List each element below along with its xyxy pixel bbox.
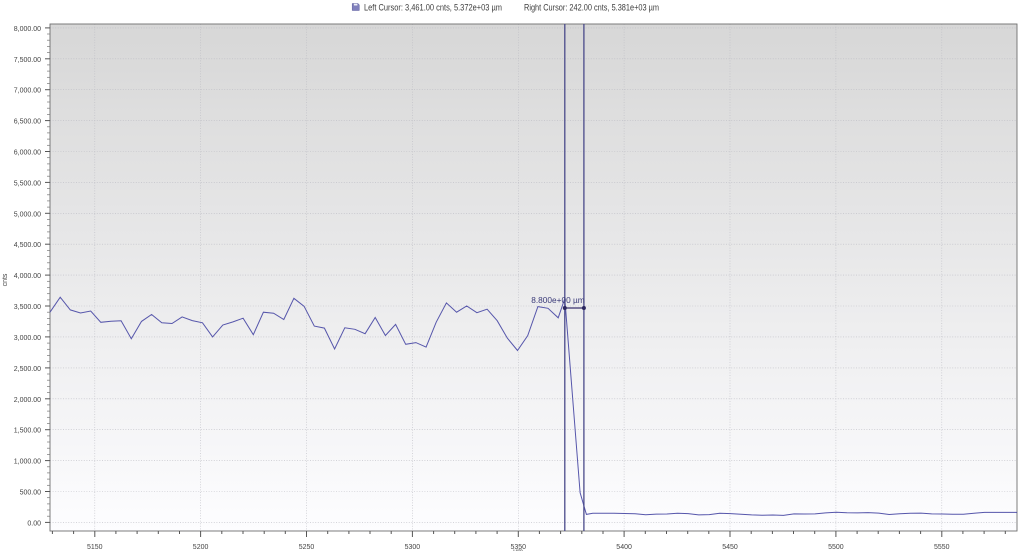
svg-text:1,000.00: 1,000.00 [14,459,41,466]
svg-text:5300: 5300 [405,544,421,551]
svg-text:3,000.00: 3,000.00 [14,335,41,342]
svg-text:5,500.00: 5,500.00 [14,180,41,187]
svg-text:5450: 5450 [722,544,738,551]
svg-text:6,000.00: 6,000.00 [14,150,41,157]
svg-text:5500: 5500 [828,544,844,551]
svg-text:1,500.00: 1,500.00 [14,428,41,435]
svg-text:500.00: 500.00 [20,490,42,497]
svg-text:6,500.00: 6,500.00 [14,119,41,126]
svg-text:2,500.00: 2,500.00 [14,366,41,373]
svg-text:8,000.00: 8,000.00 [14,26,41,33]
svg-text:7,500.00: 7,500.00 [14,57,41,64]
svg-text:3,500.00: 3,500.00 [14,304,41,311]
svg-text:5,000.00: 5,000.00 [14,211,41,218]
svg-text:5200: 5200 [193,544,209,551]
svg-text:cnts: cnts [2,273,9,286]
svg-text:7,000.00: 7,000.00 [14,88,41,95]
svg-text:5250: 5250 [299,544,315,551]
svg-text:5550: 5550 [934,544,950,551]
svg-text:4,000.00: 4,000.00 [14,273,41,280]
svg-text:Right Cursor: 242.00 cnts, 5.3: Right Cursor: 242.00 cnts, 5.381e+03 µm [524,2,659,12]
svg-text:0.00: 0.00 [27,520,41,527]
svg-text:5150: 5150 [87,544,103,551]
svg-text:Left Cursor: 3,461.00 cnts, 5.: Left Cursor: 3,461.00 cnts, 5.372e+03 µm [364,2,502,12]
svg-text:5350: 5350 [511,544,527,551]
svg-text:2,000.00: 2,000.00 [14,397,41,404]
svg-text:5400: 5400 [616,544,632,551]
svg-text:4,500.00: 4,500.00 [14,242,41,249]
svg-text:8.800e+00 µm: 8.800e+00 µm [531,295,585,305]
